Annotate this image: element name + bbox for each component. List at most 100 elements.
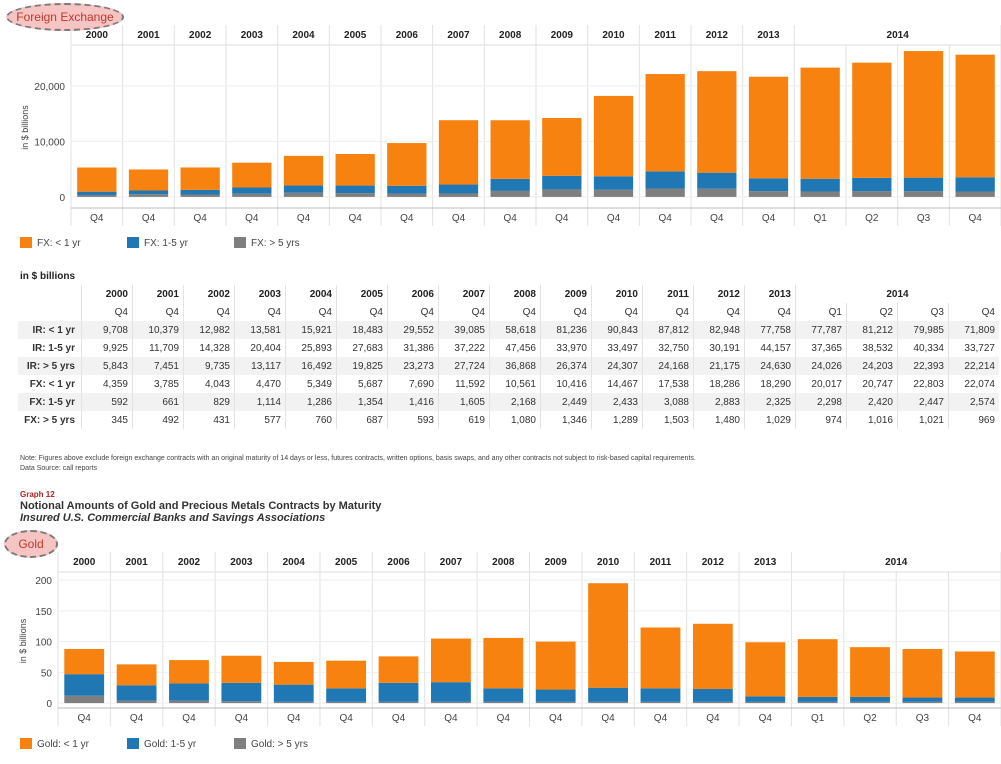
table-cell: 9,735 [183, 357, 235, 375]
table-cell: 24,630 [744, 357, 796, 375]
table-cell: 2,447 [897, 393, 949, 411]
table-cell: 1,289 [591, 411, 643, 429]
bar-segment [180, 194, 220, 197]
bar-segment [745, 696, 786, 702]
gold-chart: 2000 2001 2002 2003 2004 2005 2006 2007 2008 2009… [18, 552, 1001, 750]
bar-segment [490, 178, 530, 191]
bar-segment [483, 688, 524, 702]
table-cell: 4,359 [81, 375, 133, 393]
y-tick-label: 200 [35, 576, 52, 587]
table-cell: 27,724 [438, 357, 490, 375]
y-tick-label: 150 [35, 607, 52, 618]
table-cell: 10,379 [132, 321, 184, 339]
legend-swatch [127, 738, 139, 749]
table-cell: 33,970 [540, 339, 592, 357]
x-tick-label: Q4 [297, 213, 311, 224]
table-quarter-cell: Q4 [336, 303, 388, 321]
x-tick-label: Q4 [549, 713, 563, 724]
table-cell: 29,552 [387, 321, 439, 339]
bar-segment [326, 688, 367, 702]
legend-swatch [20, 738, 32, 749]
bar-segment [542, 189, 582, 197]
year-header: 2011 [654, 30, 676, 41]
bar-segment [535, 641, 576, 690]
table-quarter-cell: Q4 [285, 303, 337, 321]
bar-segment [221, 655, 262, 683]
x-tick-label: Q4 [503, 213, 517, 224]
x-tick-label: Q4 [968, 213, 982, 224]
bar-segment [542, 118, 582, 176]
x-tick-label: Q4 [339, 713, 353, 724]
x-tick-label: Q4 [658, 213, 672, 224]
table-quarter-row: Q4 Q4 Q4 Q4 Q4 Q4 Q4 Q4 Q4 Q4 Q4 Q4 Q4 Q4 Q1 Q2 Q3 Q4 [18, 303, 999, 321]
table-row: FX: 1-5 yr 592 661 829 1,114 1,286 1,354 1,416 1… [18, 393, 999, 411]
table-cell: 593 [387, 411, 439, 429]
table-cell: 5,687 [336, 375, 388, 393]
fx-chart-title-badge: Foreign Exchange [6, 3, 124, 31]
bar-segment [387, 193, 427, 197]
year-header: 2006 [396, 30, 419, 41]
table-cell: 81,236 [540, 321, 592, 339]
table-corner-cell [18, 303, 82, 321]
legend-label: FX: < 1 yr [37, 238, 81, 249]
table-cell: 24,026 [795, 357, 847, 375]
x-tick-label: Q2 [865, 213, 879, 224]
x-tick-label: Q2 [863, 713, 877, 724]
table-cell: 18,290 [744, 375, 796, 393]
bar-segment [588, 701, 628, 704]
table-quarter-cell: Q4 [744, 303, 796, 321]
year-header: 2011 [650, 557, 672, 568]
bar-segment [378, 682, 419, 702]
x-tick-label: Q1 [811, 713, 825, 724]
y-tick-label: 100 [35, 638, 52, 649]
year-header: 2005 [335, 557, 358, 568]
bar-segment [645, 171, 685, 189]
table-cell: 345 [81, 411, 133, 429]
x-tick-label: Q4 [762, 213, 776, 224]
table-cell: 82,948 [693, 321, 745, 339]
table-quarter-cell: Q4 [693, 303, 745, 321]
table-cell: 58,618 [489, 321, 541, 339]
bar-segment [748, 178, 789, 192]
table-row-label: FX: < 1 yr [29, 378, 75, 390]
bar-segment [954, 701, 995, 704]
x-tick-label: Q4 [245, 213, 259, 224]
table-year-cell: 2012 [693, 285, 745, 303]
table-cell: 1,286 [285, 393, 337, 411]
table-quarter-cell: Q3 [897, 303, 949, 321]
table-cell: 1,021 [897, 411, 949, 429]
year-header: 2003 [230, 557, 253, 568]
bar-segment [955, 54, 995, 178]
table-cell: 1,080 [489, 411, 541, 429]
table-cell: 90,843 [591, 321, 643, 339]
bar-segment [645, 188, 685, 197]
year-header: 2002 [178, 557, 201, 568]
legend-label: Gold: < 1 yr [37, 739, 90, 750]
x-tick-label: Q4 [497, 713, 511, 724]
table-cell: 492 [132, 411, 184, 429]
table-year-cell: 2011 [642, 285, 694, 303]
year-header: 2013 [757, 30, 780, 41]
table-cell: 37,365 [795, 339, 847, 357]
x-tick-label: Q4 [444, 713, 458, 724]
table-cell: 22,074 [948, 375, 999, 393]
table-cell: 81,212 [846, 321, 898, 339]
bar-segment [64, 674, 105, 696]
table-cell: 33,497 [591, 339, 643, 357]
bar-segment [852, 191, 892, 197]
x-tick-label: Q4 [348, 213, 362, 224]
table-cell: 2,449 [540, 393, 592, 411]
bar-segment [483, 701, 524, 704]
table-cell: 2,325 [744, 393, 796, 411]
bar-segment [954, 697, 995, 702]
bar-segment [640, 627, 681, 689]
table-cell: 25,893 [285, 339, 337, 357]
x-tick-label: Q1 [813, 213, 827, 224]
bar-segment [797, 696, 838, 702]
table-cell: 11,592 [438, 375, 490, 393]
x-tick-label: Q3 [916, 713, 930, 724]
bar-segment [378, 656, 419, 683]
bar-segment [232, 193, 272, 197]
x-tick-label: Q4 [710, 213, 724, 224]
table-row-label: FX: 1-5 yr [29, 396, 75, 408]
